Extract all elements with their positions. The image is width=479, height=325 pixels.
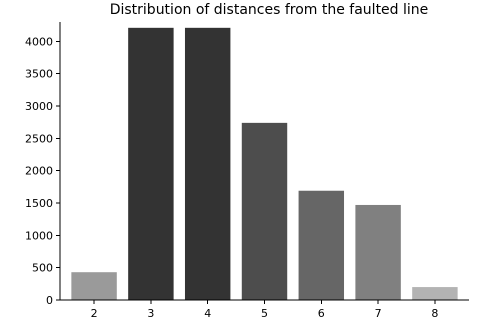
y-tick-label: 0 (46, 294, 53, 307)
x-tick-label: 4 (204, 307, 211, 320)
plot-frame (59, 22, 469, 301)
y-tick-label: 500 (32, 262, 53, 275)
y-tick-label: 2500 (25, 132, 53, 145)
x-tick-label: 7 (375, 307, 382, 320)
bar-5 (241, 122, 288, 300)
bar-8 (412, 287, 458, 300)
x-tick-label: 2 (91, 307, 98, 320)
bar-4 (184, 27, 231, 300)
bar-7 (355, 204, 401, 300)
y-tick-label: 1000 (25, 229, 53, 242)
bar-2 (71, 272, 117, 300)
bars-group (71, 27, 458, 300)
y-axis: 0 500 1000 1500 2000 2500 3000 3500 4000 (25, 35, 60, 307)
y-tick-label: 2000 (25, 165, 53, 178)
y-tick-label: 1500 (25, 197, 53, 210)
y-tick-label: 4000 (25, 35, 53, 48)
y-tick-label: 3000 (25, 100, 53, 113)
bar-3 (128, 27, 174, 300)
x-axis: 2 3 4 5 6 7 8 (91, 300, 438, 320)
x-tick-label: 8 (431, 307, 438, 320)
bar-6 (298, 190, 345, 300)
x-tick-label: 6 (318, 307, 325, 320)
chart-title: Distribution of distances from the fault… (110, 2, 429, 18)
x-tick-label: 3 (147, 307, 154, 320)
x-tick-label: 5 (261, 307, 268, 320)
y-tick-label: 3500 (25, 68, 53, 81)
